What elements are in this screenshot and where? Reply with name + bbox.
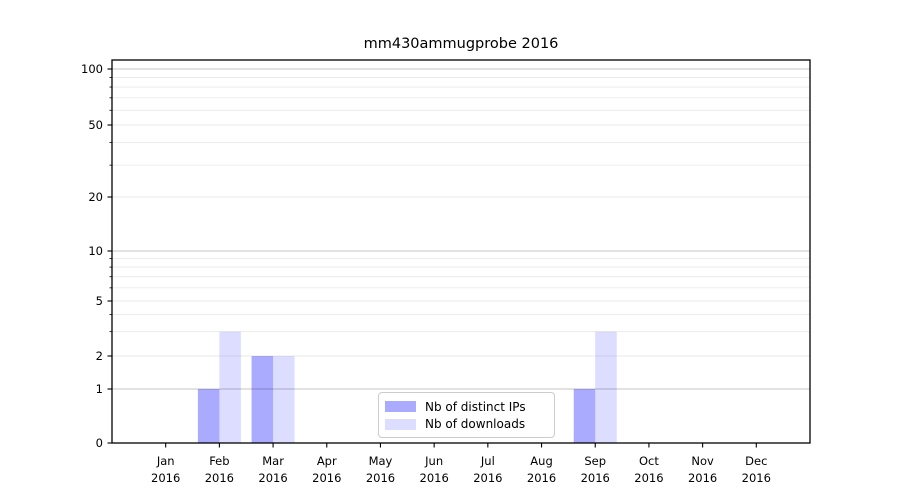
x-tick-label-year: 2016 bbox=[366, 471, 395, 485]
bar-downloads bbox=[595, 331, 617, 443]
legend-swatch-downloads-icon bbox=[385, 418, 416, 430]
x-tick-label-year: 2016 bbox=[527, 471, 556, 485]
legend: Nb of distinct IPs Nb of downloads bbox=[378, 392, 555, 438]
x-tick-label-year: 2016 bbox=[312, 471, 341, 485]
bar-distinct-ips bbox=[197, 389, 220, 443]
y-tick-label: 5 bbox=[96, 294, 103, 308]
x-tick-label-month: Oct bbox=[639, 454, 659, 468]
y-tick-label: 2 bbox=[96, 349, 103, 363]
y-tick-label: 0 bbox=[96, 436, 103, 450]
x-tick-label-month: Aug bbox=[530, 454, 552, 468]
x-tick-label-year: 2016 bbox=[634, 471, 663, 485]
legend-swatch-distinct-ips-icon bbox=[385, 401, 416, 413]
bar-downloads bbox=[219, 331, 241, 443]
y-tick-label: 20 bbox=[88, 190, 103, 204]
legend-label-downloads: Nb of downloads bbox=[425, 417, 526, 432]
x-tick-label-year: 2016 bbox=[473, 471, 502, 485]
legend-label-distinct-ips: Nb of distinct IPs bbox=[425, 399, 526, 414]
legend-item-downloads: Nb of downloads bbox=[385, 416, 545, 433]
bar-distinct-ips bbox=[251, 356, 274, 443]
legend-item-distinct-ips: Nb of distinct IPs bbox=[385, 398, 545, 415]
x-tick-label-month: Jul bbox=[480, 454, 495, 468]
x-tick-label-month: Apr bbox=[317, 454, 337, 468]
x-tick-label-year: 2016 bbox=[151, 471, 180, 485]
x-tick-label-month: May bbox=[369, 454, 393, 468]
x-tick-label-year: 2016 bbox=[742, 471, 771, 485]
x-tick-label-year: 2016 bbox=[420, 471, 449, 485]
chart-title: mm430ammugprobe 2016 bbox=[363, 36, 559, 52]
x-tick-label-month: Dec bbox=[745, 454, 767, 468]
x-tick-label-year: 2016 bbox=[581, 471, 610, 485]
y-tick-label: 1 bbox=[96, 382, 103, 396]
x-tick-label-month: Sep bbox=[584, 454, 606, 468]
x-tick-label-month: Jun bbox=[424, 454, 443, 468]
y-tick-label: 50 bbox=[88, 118, 103, 132]
x-tick-label-month: Mar bbox=[262, 454, 284, 468]
x-tick-label-month: Jan bbox=[156, 454, 175, 468]
y-tick-label: 10 bbox=[88, 244, 103, 258]
bar-downloads bbox=[273, 356, 295, 443]
y-tick-label: 100 bbox=[81, 62, 103, 76]
x-tick-label-year: 2016 bbox=[258, 471, 287, 485]
x-tick-label-year: 2016 bbox=[688, 471, 717, 485]
x-tick-label-month: Nov bbox=[691, 454, 714, 468]
bar-distinct-ips bbox=[573, 389, 596, 443]
x-tick-label-year: 2016 bbox=[205, 471, 234, 485]
x-tick-label-month: Feb bbox=[209, 454, 229, 468]
